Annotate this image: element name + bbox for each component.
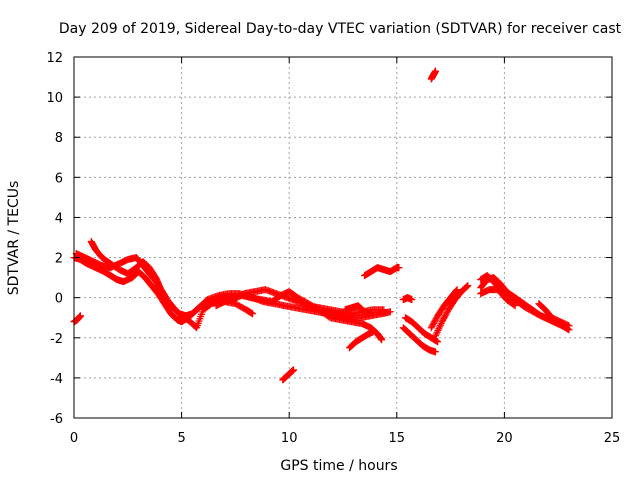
data-point (161, 293, 169, 301)
data-point (443, 309, 451, 317)
series-evening-trace-a (432, 282, 472, 340)
ticks-layer: 0 5 10 15 20 25 -6 -4 -2 0 2 4 6 8 10 12 (46, 51, 620, 446)
data-point (369, 328, 377, 336)
y-tick-label: -6 (50, 412, 63, 427)
x-tick-label: 25 (604, 431, 621, 446)
y-tick-label: 2 (55, 252, 63, 267)
series-evening-trace-b (427, 286, 461, 332)
data-point (380, 306, 388, 314)
data-point (156, 284, 164, 292)
series-small-segment-start (70, 312, 84, 326)
data-point (453, 286, 461, 294)
y-tick-label: 12 (46, 51, 63, 66)
chart-title: Day 209 of 2019, Sidereal Day-to-day VTE… (59, 21, 622, 37)
data-point (432, 348, 440, 356)
data-point (159, 290, 167, 298)
data-point (160, 291, 168, 299)
x-axis-label: GPS time / hours (280, 458, 397, 474)
series-main-trace-3 (87, 238, 386, 344)
data-point (432, 67, 440, 75)
data-point (395, 264, 403, 272)
x-tick-label: 10 (281, 431, 298, 446)
data-point (439, 316, 447, 324)
data-point (386, 308, 394, 316)
series-evening-trace-f (535, 300, 573, 330)
data-point (290, 366, 298, 374)
data-point (440, 313, 448, 321)
y-tick-label: 4 (55, 211, 63, 226)
series-segment-hour-10 (279, 366, 298, 384)
data-point (434, 338, 442, 346)
data-point (440, 315, 448, 323)
data-point (430, 319, 438, 327)
plot-frame (73, 56, 613, 419)
data-point (378, 336, 386, 344)
data-point (428, 322, 436, 330)
data-layer (70, 67, 573, 384)
series-segment-hour-15-b (401, 314, 442, 346)
series-segment-hour-14 (361, 264, 403, 280)
data-point (76, 312, 84, 320)
data-point (441, 312, 449, 320)
data-point (442, 310, 450, 318)
y-tick-label: 0 (55, 292, 63, 307)
x-tick-label: 5 (177, 431, 185, 446)
data-point (158, 287, 166, 295)
data-point (192, 323, 200, 331)
data-point (430, 318, 438, 326)
y-tick-label: 10 (46, 91, 63, 106)
series-segment-hour-17-spike (427, 67, 440, 83)
series-segment-hour-15-a (399, 324, 440, 356)
data-point (565, 322, 573, 330)
data-point (431, 316, 439, 324)
data-point (510, 301, 518, 309)
data-point (408, 296, 416, 304)
series-segment-hour-13 (341, 302, 375, 318)
x-tick-label: 0 (70, 431, 78, 446)
data-point (452, 287, 460, 295)
x-tick-label: 20 (496, 431, 513, 446)
data-point (511, 302, 519, 310)
grid-layer (74, 57, 612, 418)
data-point (462, 283, 470, 291)
data-point (367, 310, 375, 318)
data-point (427, 324, 435, 332)
series-segment-hour-15-small (399, 294, 416, 304)
data-point (463, 282, 471, 290)
data-point (159, 288, 167, 296)
series-evening-trace-e (477, 286, 519, 310)
y-tick-label: -2 (50, 332, 63, 347)
y-axis-label: SDTVAR / TECUs (6, 181, 22, 296)
data-point (464, 282, 472, 290)
series-segment-hour-12 (345, 328, 377, 352)
y-tick-label: 8 (55, 131, 63, 146)
data-point (429, 321, 437, 329)
y-tick-label: 6 (55, 171, 63, 186)
data-point (249, 310, 257, 318)
y-tick-label: -4 (50, 372, 63, 387)
x-tick-label: 15 (389, 431, 406, 446)
series-segment-hour-7 (212, 298, 257, 318)
data-point (432, 315, 440, 323)
data-point (438, 318, 446, 326)
data-point (157, 285, 165, 293)
